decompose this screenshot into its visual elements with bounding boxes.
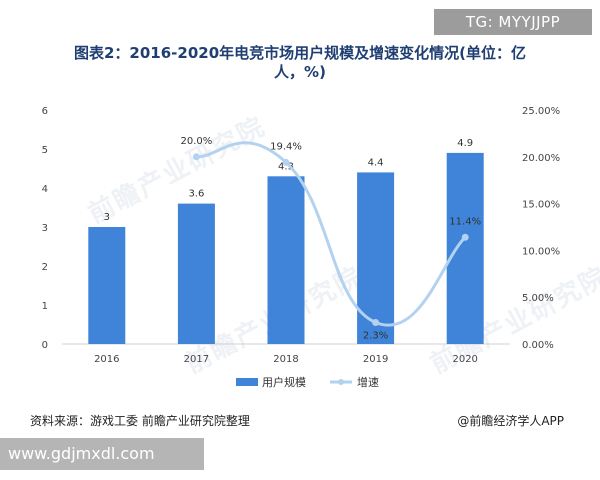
y-left-tick-label: 3 — [42, 223, 48, 234]
growth-value-label: 2.3% — [363, 330, 388, 341]
y-right-tick-label: 10.00% — [522, 246, 560, 257]
legend-line-marker — [338, 379, 344, 385]
x-tick-label: 2016 — [94, 354, 119, 365]
tg-badge: TG: MYYJJPP — [434, 9, 592, 35]
combo-chart: 0 1 2 3 4 5 6 0.00% 5.00% 10.00% 15.00% 20.00% 25.00… — [42, 106, 561, 389]
bar — [88, 227, 126, 344]
growth-value-label: 19.4% — [270, 141, 302, 152]
y-left-tick-label: 1 — [42, 301, 48, 312]
chart-title: 图表2：2016-2020年电竞市场用户规模及增速变化情况(单位：亿人，%) — [73, 44, 527, 81]
y-right-tick-label: 20.00% — [522, 153, 560, 164]
y-left-tick-label: 6 — [42, 106, 48, 117]
legend-line-label: 增速 — [357, 375, 379, 389]
growth-point — [192, 153, 200, 161]
y-right-tick-label: 5.00% — [522, 293, 554, 304]
y-left-tick-label: 2 — [42, 262, 48, 273]
x-tick-label: 2020 — [452, 354, 477, 365]
bar — [177, 203, 215, 344]
y-left-tick-label: 0 — [42, 340, 48, 351]
legend-bar-swatch — [236, 378, 258, 386]
site-badge: www.gdjmxdl.com — [0, 438, 204, 470]
bar — [446, 152, 484, 344]
x-tick-label: 2018 — [273, 354, 298, 365]
bar — [267, 176, 305, 344]
bar-value-label: 3 — [104, 212, 110, 223]
x-tick-label: 2017 — [184, 354, 209, 365]
growth-value-label: 11.4% — [449, 216, 481, 227]
bar-value-label: 3.6 — [188, 189, 204, 200]
growth-point — [461, 233, 469, 241]
source-note: 资料来源：游戏工委 前瞻产业研究院整理 — [30, 414, 250, 428]
y-right-tick-label: 15.00% — [522, 200, 560, 211]
bar — [357, 172, 395, 344]
legend-bar-label: 用户规模 — [262, 375, 306, 389]
y-left-tick-label: 4 — [42, 184, 48, 195]
growth-line — [194, 141, 467, 327]
bar-value-label: 4.9 — [457, 138, 473, 149]
x-tick-label: 2019 — [363, 354, 388, 365]
y-left-tick-label: 5 — [42, 145, 48, 156]
bar-value-label: 4.3 — [278, 161, 294, 172]
growth-point — [372, 318, 380, 326]
bar-value-label: 4.4 — [368, 157, 384, 168]
growth-point — [282, 158, 290, 166]
credit-note: @前瞻经济学人APP — [457, 414, 564, 428]
y-right-tick-label: 0.00% — [522, 340, 554, 351]
growth-value-label: 20.0% — [181, 136, 213, 147]
y-right-tick-label: 25.00% — [522, 106, 560, 117]
